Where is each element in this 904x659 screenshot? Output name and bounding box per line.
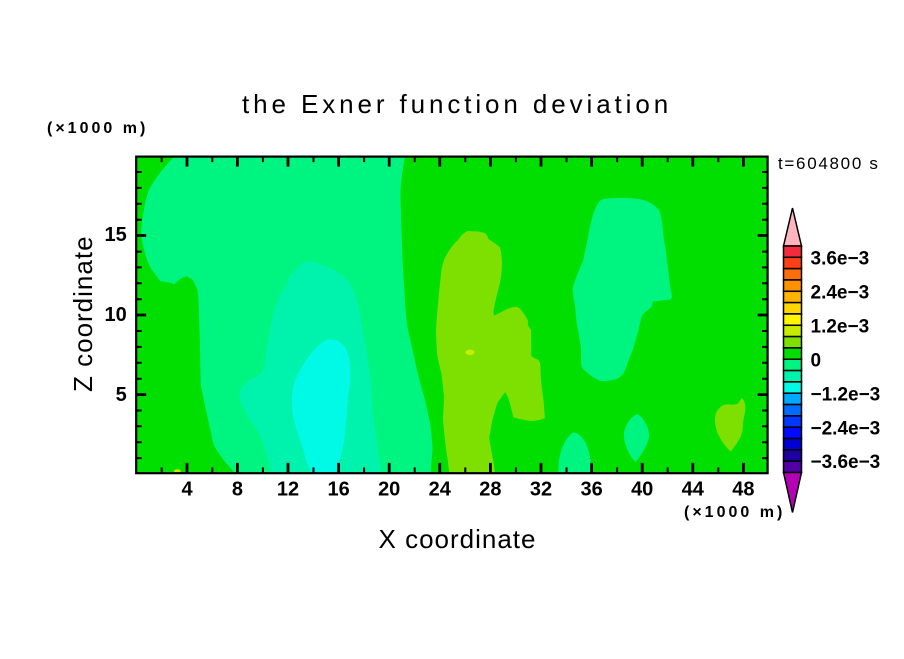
svg-text:5: 5 — [116, 384, 127, 406]
svg-text:−2.4e−3: −2.4e−3 — [811, 418, 881, 439]
svg-text:3.6e−3: 3.6e−3 — [811, 248, 870, 269]
svg-text:48: 48 — [732, 478, 754, 500]
svg-text:1.2e−3: 1.2e−3 — [811, 316, 870, 337]
svg-text:32: 32 — [530, 478, 552, 500]
svg-text:0: 0 — [811, 350, 822, 371]
svg-text:16: 16 — [327, 478, 349, 500]
svg-text:36: 36 — [580, 478, 602, 500]
svg-text:44: 44 — [682, 478, 705, 500]
svg-text:−3.6e−3: −3.6e−3 — [811, 452, 881, 473]
svg-text:(×1000 m): (×1000 m) — [684, 504, 785, 521]
svg-text:2.4e−3: 2.4e−3 — [811, 282, 870, 303]
svg-text:15: 15 — [105, 224, 127, 246]
svg-text:40: 40 — [631, 478, 653, 500]
svg-text:X coordinate: X coordinate — [379, 524, 537, 554]
svg-text:8: 8 — [232, 478, 243, 500]
svg-text:the Exner function deviation: the Exner function deviation — [242, 89, 672, 119]
svg-text:28: 28 — [479, 478, 501, 500]
svg-text:24: 24 — [429, 478, 452, 500]
svg-text:12: 12 — [277, 478, 299, 500]
svg-text:Z coordinate: Z coordinate — [68, 235, 98, 392]
svg-text:10: 10 — [105, 304, 127, 326]
svg-text:−1.2e−3: −1.2e−3 — [811, 384, 881, 405]
svg-text:t=604800 s: t=604800 s — [778, 154, 880, 173]
svg-text:20: 20 — [378, 478, 400, 500]
svg-text:4: 4 — [181, 478, 193, 500]
svg-text:(×1000 m): (×1000 m) — [47, 120, 148, 137]
